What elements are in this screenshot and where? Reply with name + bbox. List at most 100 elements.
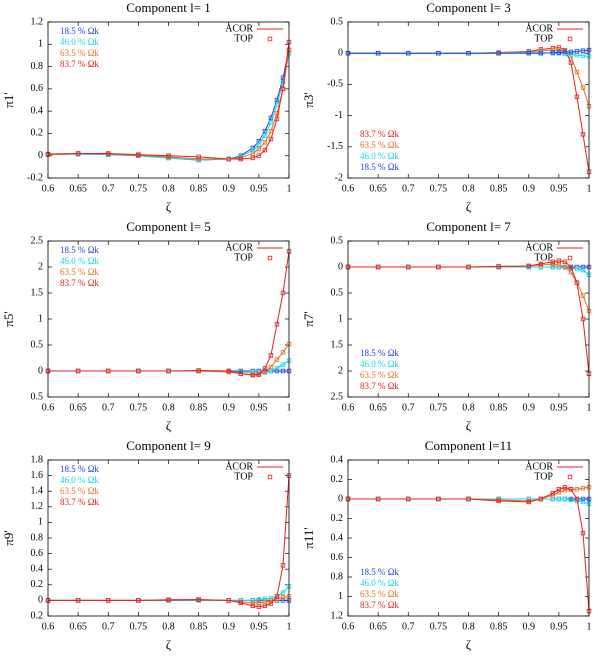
legend-key-marker: [567, 474, 573, 480]
y-tick-label: 0.6: [31, 83, 44, 94]
y-tick-label: 1.2: [31, 501, 44, 512]
y-axis-label: π11': [301, 527, 316, 548]
series-marker: [580, 316, 586, 322]
legend-key-label: ACOR: [525, 461, 553, 472]
y-tick-label: 0.2: [31, 128, 44, 139]
y-tick-label: 0.8: [31, 61, 44, 72]
y-tick-label: -1.5: [327, 141, 343, 152]
series-marker: [274, 116, 280, 122]
series-marker: [580, 486, 586, 491]
series-marker: [268, 128, 274, 134]
series-marker: [268, 368, 274, 374]
y-tick-label: 1: [338, 313, 343, 324]
x-tick-label: 1: [287, 402, 292, 413]
series-marker: [166, 368, 171, 374]
plot-frame: [347, 240, 590, 398]
series-marker: [250, 151, 256, 156]
legend-label: 63.5 % Ωk: [60, 48, 99, 58]
series-marker: [526, 263, 531, 269]
series-marker: [268, 136, 274, 142]
x-axis-label: ζ: [166, 418, 172, 433]
series-marker: [250, 603, 256, 609]
panel-title: Component l= 7: [426, 219, 511, 234]
panel: Component l= 9 ζ π9' 0.6 0.65 0.7 0.75 0.8 0.85 0…: [1, 438, 292, 652]
y-tick-label: 0.6: [31, 548, 44, 559]
series-marker: [538, 261, 543, 267]
x-tick-label: 0.65: [369, 621, 387, 632]
series-marker: [274, 321, 280, 327]
series-marker: [274, 594, 280, 599]
x-tick-label: 1: [287, 183, 292, 194]
x-tick-label: 0.85: [490, 621, 508, 632]
series-marker: [262, 366, 268, 371]
x-tick-label: 0.85: [190, 183, 208, 194]
x-tick-label: 0.6: [42, 183, 55, 194]
legend-label: 18.5 % Ωk: [360, 348, 399, 358]
series-marker: [580, 85, 586, 90]
series-marker: [574, 487, 580, 492]
series-marker: [262, 147, 268, 153]
x-tick-label: 0.8: [162, 621, 175, 632]
y-axis-label: π9': [1, 530, 16, 545]
series-marker: [496, 51, 501, 56]
series-marker: [256, 153, 262, 158]
series-marker: [574, 266, 580, 272]
series-marker: [238, 371, 243, 376]
x-tick-label: 0.6: [342, 402, 355, 413]
legend-key-marker: [267, 36, 273, 42]
series-marker: [166, 153, 171, 158]
legend-label: 83.7 % Ωk: [60, 497, 99, 507]
series-line: [48, 475, 290, 608]
series-marker: [274, 368, 280, 374]
x-tick-label: 0.75: [130, 621, 148, 632]
series-marker: [562, 49, 568, 55]
series-line: [348, 263, 590, 312]
y-tick-label: 1: [338, 591, 343, 602]
y-tick-label: 1.4: [31, 485, 44, 496]
series-marker: [574, 496, 580, 502]
series-marker: [375, 51, 381, 56]
x-tick-label: 0.9: [523, 402, 536, 413]
series-marker: [280, 350, 286, 355]
legend-label: 46.0 % Ωk: [60, 37, 99, 47]
series-marker: [268, 598, 274, 603]
series-marker: [562, 485, 568, 490]
series-marker: [466, 264, 471, 270]
series-marker: [580, 293, 586, 298]
x-tick-label: 0.8: [462, 621, 475, 632]
y-axis-label: π1': [1, 92, 16, 107]
y-tick-label: 0.5: [331, 287, 344, 298]
series-marker: [562, 496, 568, 502]
series-marker: [496, 264, 501, 269]
series-marker: [580, 499, 586, 505]
series-marker: [568, 60, 574, 65]
legend-label: 63.5 % Ωk: [60, 486, 99, 496]
legend-key-label: TOP: [534, 33, 553, 44]
panel-title: Component l= 9: [126, 438, 211, 453]
series-marker: [562, 488, 568, 493]
series-marker: [238, 600, 243, 605]
x-tick-label: 0.7: [402, 402, 415, 413]
legend-label: 46.0 % Ωk: [360, 359, 399, 369]
series-marker: [466, 51, 471, 56]
legend-label: 18.5 % Ωk: [360, 567, 399, 577]
y-tick-label: 0.4: [331, 454, 344, 465]
panel: Component l= 1 ζ π1' 0.6 0.65 0.7 0.75 0.8 0.85 0…: [1, 0, 292, 214]
legend-key-label: ACOR: [225, 461, 253, 472]
y-tick-label: 1.5: [331, 339, 344, 350]
y-tick-label: 0.8: [331, 571, 344, 582]
y-tick-label: 2.5: [31, 235, 44, 246]
x-tick-label: 0.75: [430, 402, 448, 413]
series-marker: [550, 490, 556, 496]
series-marker: [250, 155, 256, 161]
legend-label: 63.5 % Ωk: [60, 267, 99, 277]
y-axis-label: π7': [301, 311, 316, 326]
legend-label: 18.5 % Ωk: [60, 464, 99, 474]
y-tick-label: -2: [335, 172, 343, 183]
series-line: [48, 251, 290, 376]
series-marker: [556, 262, 562, 268]
legend-label: 63.5 % Ωk: [360, 370, 399, 380]
series-marker: [538, 51, 543, 56]
plot-frame: [347, 21, 590, 179]
